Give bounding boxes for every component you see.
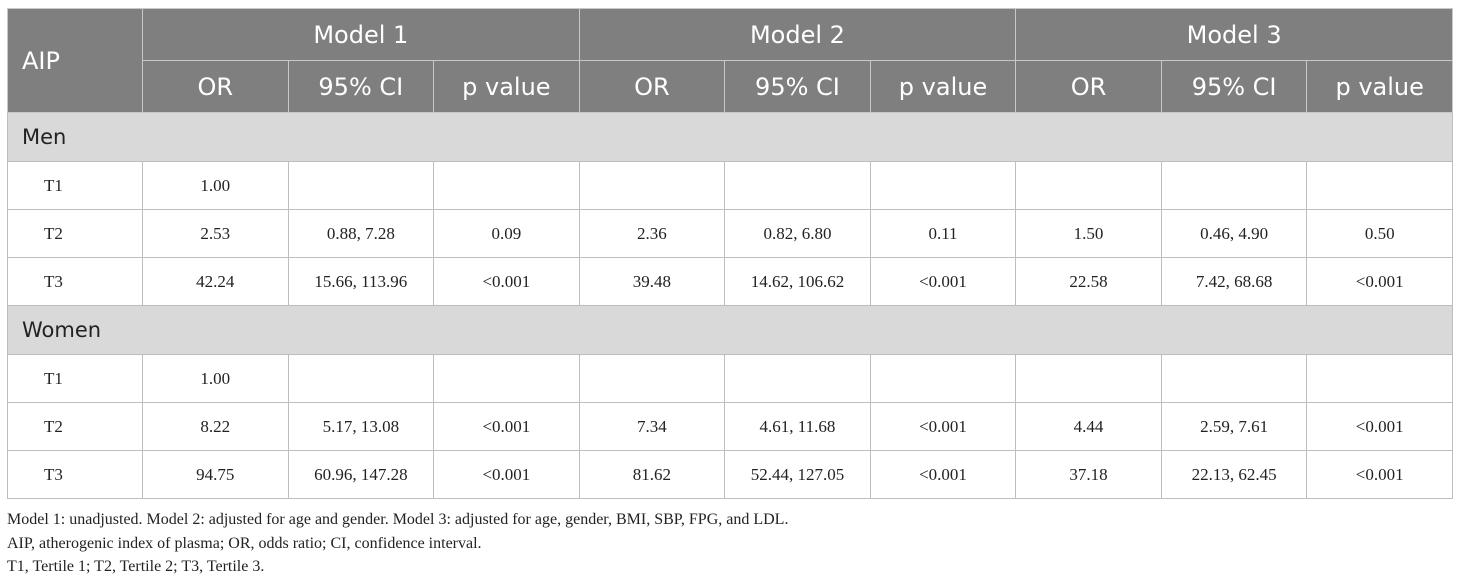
cell bbox=[869, 354, 1017, 403]
row-label: T3 bbox=[7, 257, 143, 306]
cell bbox=[433, 161, 580, 210]
cell bbox=[1015, 354, 1162, 403]
cell bbox=[433, 354, 580, 403]
cell: 2.59, 7.61 bbox=[1160, 402, 1308, 451]
cell bbox=[869, 161, 1017, 210]
cell: 2.53 bbox=[142, 209, 289, 258]
cell: 42.24 bbox=[142, 257, 289, 306]
cell: 0.11 bbox=[869, 209, 1017, 258]
cell: 4.61, 11.68 bbox=[724, 402, 871, 451]
cell: <0.001 bbox=[869, 257, 1017, 306]
cell bbox=[724, 354, 871, 403]
cell: 39.48 bbox=[578, 257, 726, 306]
column-header: p value bbox=[1306, 60, 1453, 113]
cell: 1.50 bbox=[1015, 209, 1162, 258]
column-header: OR bbox=[142, 60, 289, 113]
table-body: Men T1 1.00 T2 2.53 0.88, 7.28 0.09 2.36 0.82, 6… bbox=[7, 112, 1453, 499]
cell: 0.82, 6.80 bbox=[724, 209, 871, 258]
cell: 60.96, 147.28 bbox=[287, 450, 435, 499]
footnote: T1, Tertile 1; T2, Tertile 2; T3, Tertil… bbox=[7, 558, 265, 575]
data-row: T2 2.53 0.88, 7.28 0.09 2.36 0.82, 6.80 0.11 1.… bbox=[7, 209, 1453, 258]
header-row: OR 95% CI p value OR 95% CI p value OR 95% CI p … bbox=[8, 60, 1453, 113]
cell: 1.00 bbox=[142, 161, 289, 210]
section-row: Men bbox=[7, 112, 1453, 162]
cell: 1.00 bbox=[142, 354, 289, 403]
cell: 8.22 bbox=[142, 402, 289, 451]
cell: 2.36 bbox=[578, 209, 726, 258]
column-header: p value bbox=[433, 60, 580, 113]
column-header: OR bbox=[578, 60, 726, 113]
section-title: Men bbox=[7, 112, 1453, 162]
cell: 94.75 bbox=[142, 450, 289, 499]
cell bbox=[1306, 161, 1453, 210]
header-row: AIP Model 1 Model 2 Model 3 bbox=[7, 8, 1453, 113]
column-header: 95% CI bbox=[287, 60, 435, 113]
cell bbox=[287, 161, 435, 210]
footnote: Model 1: unadjusted. Model 2: adjusted f… bbox=[7, 511, 789, 528]
cell: <0.001 bbox=[433, 450, 580, 499]
section-row: Women bbox=[7, 305, 1453, 355]
data-row: T1 1.00 bbox=[7, 161, 1453, 210]
footnote: AIP, atherogenic index of plasma; OR, od… bbox=[7, 534, 482, 552]
cell: <0.001 bbox=[869, 450, 1017, 499]
cell: 52.44, 127.05 bbox=[724, 450, 871, 499]
row-label: T2 bbox=[7, 209, 143, 258]
cell: 15.66, 113.96 bbox=[287, 257, 435, 306]
cell: 4.44 bbox=[1015, 402, 1162, 451]
column-header: 95% CI bbox=[724, 60, 871, 113]
cell bbox=[578, 161, 726, 210]
cell: <0.001 bbox=[433, 402, 580, 451]
row-label: T3 bbox=[7, 450, 143, 499]
corner-header: AIP bbox=[7, 8, 143, 113]
row-label: T1 bbox=[7, 354, 143, 403]
cell: <0.001 bbox=[1306, 402, 1453, 451]
group-header: Model 2 bbox=[578, 8, 1017, 61]
group-header: Model 1 bbox=[142, 8, 580, 61]
cell bbox=[1015, 161, 1162, 210]
cell: <0.001 bbox=[1306, 257, 1453, 306]
results-table: AIP Model 1 Model 2 Model 3 OR 95% CI p value O… bbox=[7, 8, 1453, 499]
cell bbox=[1160, 161, 1308, 210]
column-header: p value bbox=[869, 60, 1017, 113]
cell: 7.42, 68.68 bbox=[1160, 257, 1308, 306]
data-row: T2 8.22 5.17, 13.08 <0.001 7.34 4.61, 11.68 <0… bbox=[7, 402, 1453, 451]
cell bbox=[287, 354, 435, 403]
cell: 0.88, 7.28 bbox=[287, 209, 435, 258]
cell: 37.18 bbox=[1015, 450, 1162, 499]
data-row: T3 94.75 60.96, 147.28 <0.001 81.62 52.44, 12… bbox=[7, 450, 1453, 499]
cell: <0.001 bbox=[433, 257, 580, 306]
footnotes: Model 1: unadjusted. Model 2: adjusted f… bbox=[7, 508, 788, 579]
cell bbox=[1160, 354, 1308, 403]
cell: 5.17, 13.08 bbox=[287, 402, 435, 451]
cell: <0.001 bbox=[1306, 450, 1453, 499]
cell: 0.09 bbox=[433, 209, 580, 258]
row-label: T1 bbox=[7, 161, 143, 210]
section-title: Women bbox=[7, 305, 1453, 355]
cell bbox=[1306, 354, 1453, 403]
cell: 22.58 bbox=[1015, 257, 1162, 306]
row-label: T2 bbox=[7, 402, 143, 451]
column-header: OR bbox=[1015, 60, 1162, 113]
cell bbox=[724, 161, 871, 210]
cell: 81.62 bbox=[578, 450, 726, 499]
column-header: 95% CI bbox=[1160, 60, 1308, 113]
data-row: T1 1.00 bbox=[7, 354, 1453, 403]
cell: 0.46, 4.90 bbox=[1160, 209, 1308, 258]
group-header: Model 3 bbox=[1015, 8, 1453, 61]
cell: <0.001 bbox=[869, 402, 1017, 451]
data-row: T3 42.24 15.66, 113.96 <0.001 39.48 14.62, 10… bbox=[7, 257, 1453, 306]
cell: 14.62, 106.62 bbox=[724, 257, 871, 306]
cell bbox=[578, 354, 726, 403]
cell: 7.34 bbox=[578, 402, 726, 451]
table-header: AIP Model 1 Model 2 Model 3 OR 95% CI p value O… bbox=[7, 8, 1453, 113]
cell: 22.13, 62.45 bbox=[1160, 450, 1308, 499]
cell: 0.50 bbox=[1306, 209, 1453, 258]
